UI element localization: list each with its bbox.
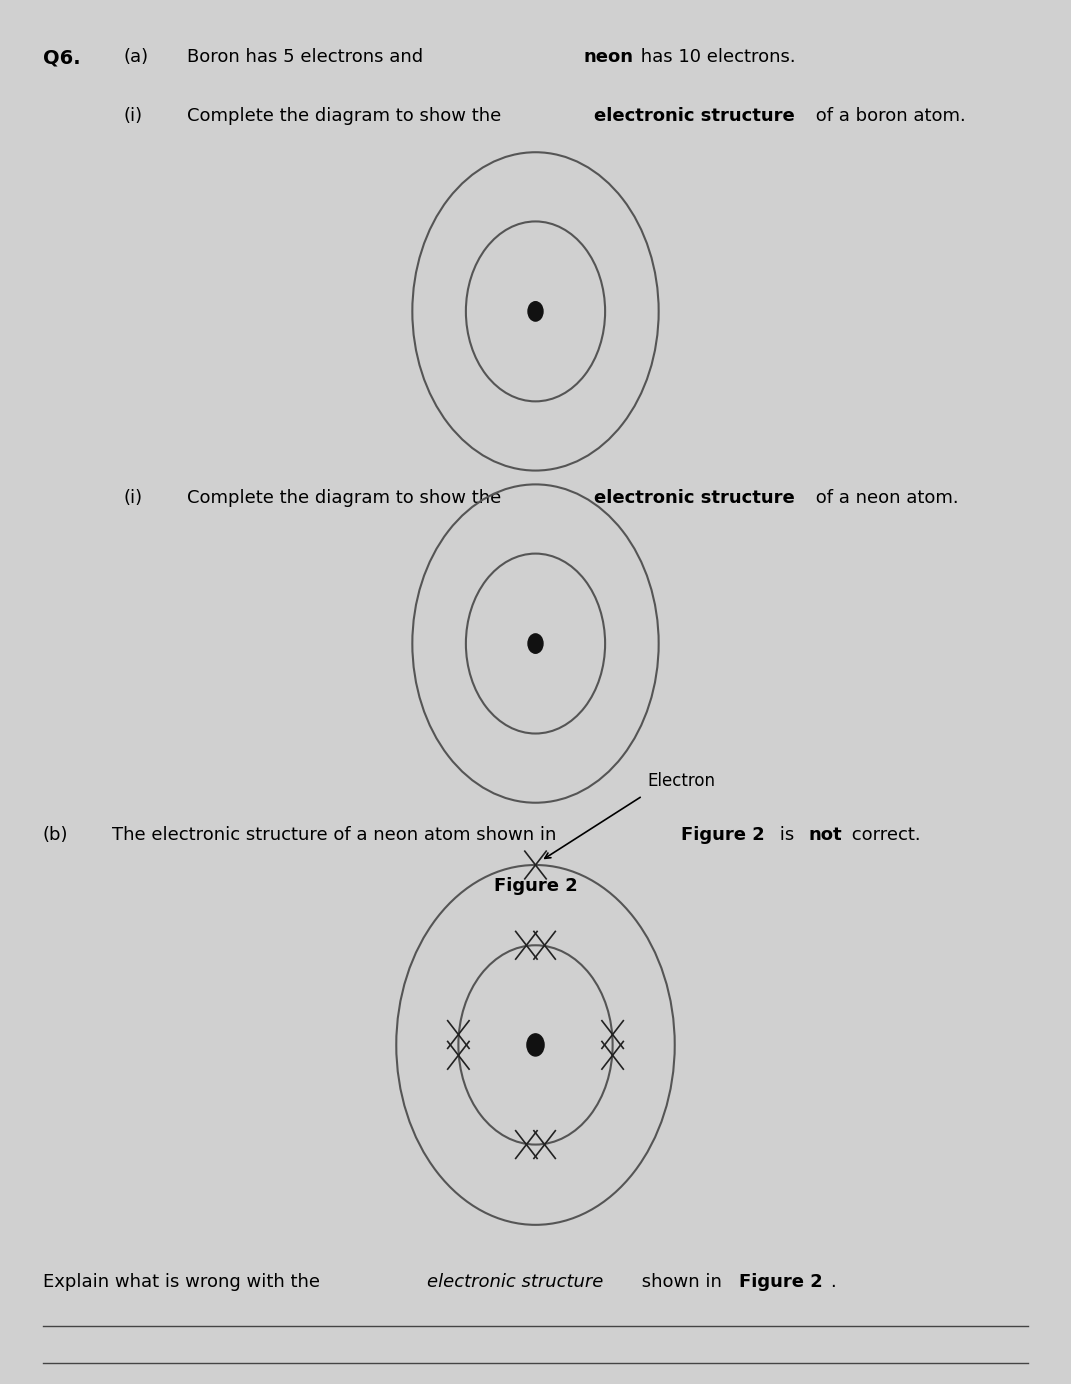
Text: of a neon atom.: of a neon atom.	[810, 489, 959, 507]
Text: not: not	[809, 826, 842, 844]
Text: (i): (i)	[123, 107, 142, 125]
Text: Figure 2: Figure 2	[739, 1273, 823, 1291]
Text: Figure 2: Figure 2	[494, 877, 577, 895]
Text: correct.: correct.	[846, 826, 921, 844]
Text: electronic structure: electronic structure	[427, 1273, 604, 1291]
Text: Complete the diagram to show the: Complete the diagram to show the	[187, 107, 508, 125]
Text: shown in: shown in	[636, 1273, 728, 1291]
Text: neon: neon	[584, 48, 634, 66]
Text: Figure 2: Figure 2	[681, 826, 765, 844]
Text: of a boron atom.: of a boron atom.	[810, 107, 965, 125]
Text: The electronic structure of a neon atom shown in: The electronic structure of a neon atom …	[112, 826, 562, 844]
Circle shape	[527, 1034, 544, 1056]
Text: Q6.: Q6.	[43, 48, 80, 68]
Text: Explain what is wrong with the: Explain what is wrong with the	[43, 1273, 326, 1291]
Text: is: is	[774, 826, 800, 844]
Text: .: .	[830, 1273, 835, 1291]
Text: (b): (b)	[43, 826, 69, 844]
Text: (i): (i)	[123, 489, 142, 507]
Text: Boron has 5 electrons and: Boron has 5 electrons and	[187, 48, 429, 66]
Circle shape	[528, 302, 543, 321]
Circle shape	[528, 634, 543, 653]
Text: electronic structure: electronic structure	[594, 107, 795, 125]
Text: Electron: Electron	[647, 772, 714, 790]
Text: Complete the diagram to show the: Complete the diagram to show the	[187, 489, 508, 507]
Text: electronic structure: electronic structure	[594, 489, 795, 507]
Text: (a): (a)	[123, 48, 148, 66]
Text: has 10 electrons.: has 10 electrons.	[635, 48, 796, 66]
